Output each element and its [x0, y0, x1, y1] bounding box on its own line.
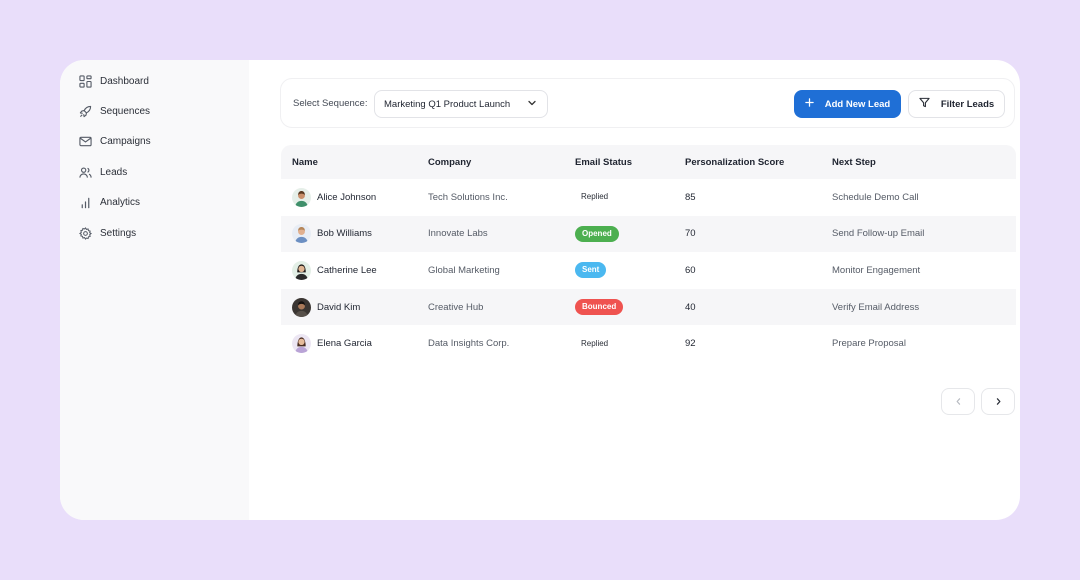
sidebar-item-label: Settings — [100, 228, 136, 239]
sidebar-item-analytics[interactable]: Analytics — [60, 188, 249, 218]
next-step: Send Follow-up Email — [832, 228, 1016, 239]
app-window: Dashboard Sequences Campaigns Leads Anal… — [60, 60, 1020, 520]
leads-table: Name Company Email Status Personalizatio… — [281, 145, 1016, 362]
lead-name: Alice Johnson — [317, 192, 376, 203]
add-new-lead-button[interactable]: Add New Lead — [794, 90, 901, 118]
plus-icon — [805, 98, 814, 110]
gear-icon — [79, 227, 92, 240]
table-row[interactable]: Bob Williams Innovate Labs Opened 70 Sen… — [281, 216, 1016, 253]
sidebar-item-label: Dashboard — [100, 76, 149, 87]
lead-name: Bob Williams — [317, 228, 372, 239]
table-row[interactable]: David Kim Creative Hub Bounced 40 Verify… — [281, 289, 1016, 326]
personalization-score: 70 — [685, 228, 832, 239]
lead-company: Tech Solutions Inc. — [428, 192, 575, 203]
previous-page-button[interactable] — [941, 388, 975, 415]
status-badge: Opened — [575, 226, 619, 242]
status-badge: Replied — [575, 189, 614, 205]
avatar — [292, 224, 311, 243]
grid-icon — [79, 75, 92, 88]
next-step: Prepare Proposal — [832, 338, 1016, 349]
sidebar-item-sequences[interactable]: Sequences — [60, 96, 249, 126]
chevron-left-icon — [954, 393, 963, 411]
next-step: Schedule Demo Call — [832, 192, 1016, 203]
personalization-score: 85 — [685, 192, 832, 203]
lead-company: Global Marketing — [428, 265, 575, 276]
sidebar-item-label: Sequences — [100, 106, 150, 117]
status-badge: Replied — [575, 336, 614, 352]
header-name[interactable]: Name — [281, 157, 428, 168]
filter-leads-label: Filter Leads — [941, 99, 994, 110]
lead-name: David Kim — [317, 302, 360, 313]
chevron-right-icon — [994, 393, 1003, 411]
filter-leads-button[interactable]: Filter Leads — [908, 90, 1005, 118]
next-step: Verify Email Address — [832, 302, 1016, 313]
sequence-select-value: Marketing Q1 Product Launch — [384, 99, 510, 110]
sequence-label: Select Sequence: — [293, 98, 367, 109]
sequence-select[interactable]: Marketing Q1 Product Launch — [374, 90, 548, 118]
avatar — [292, 334, 311, 353]
sidebar-item-leads[interactable]: Leads — [60, 157, 249, 187]
lead-name: Catherine Lee — [317, 265, 377, 276]
personalization-score: 40 — [685, 302, 832, 313]
lead-name: Elena Garcia — [317, 338, 372, 349]
status-badge: Sent — [575, 262, 606, 278]
sidebar-item-dashboard[interactable]: Dashboard — [60, 66, 249, 96]
sidebar-item-label: Leads — [100, 167, 127, 178]
lead-company: Innovate Labs — [428, 228, 575, 239]
filter-icon — [919, 97, 930, 111]
sidebar-item-label: Campaigns — [100, 136, 151, 147]
sidebar: Dashboard Sequences Campaigns Leads Anal… — [60, 60, 249, 520]
main-content: Select Sequence: Marketing Q1 Product La… — [249, 60, 1020, 520]
personalization-score: 60 — [685, 265, 832, 276]
next-step: Monitor Engagement — [832, 265, 1016, 276]
users-icon — [79, 166, 92, 179]
header-personalization-score[interactable]: Personalization Score — [685, 157, 832, 168]
add-new-lead-label: Add New Lead — [825, 99, 890, 110]
avatar — [292, 188, 311, 207]
header-company[interactable]: Company — [428, 157, 575, 168]
avatar — [292, 261, 311, 280]
avatar — [292, 298, 311, 317]
table-row[interactable]: Elena Garcia Data Insights Corp. Replied… — [281, 325, 1016, 362]
mail-icon — [79, 135, 92, 148]
sidebar-item-label: Analytics — [100, 197, 140, 208]
lead-company: Creative Hub — [428, 302, 575, 313]
status-badge: Bounced — [575, 299, 623, 315]
next-page-button[interactable] — [981, 388, 1015, 415]
table-header: Name Company Email Status Personalizatio… — [281, 145, 1016, 179]
header-next-step[interactable]: Next Step — [832, 157, 1016, 168]
lead-company: Data Insights Corp. — [428, 338, 575, 349]
sidebar-item-campaigns[interactable]: Campaigns — [60, 127, 249, 157]
table-row[interactable]: Catherine Lee Global Marketing Sent 60 M… — [281, 252, 1016, 289]
personalization-score: 92 — [685, 338, 832, 349]
sidebar-item-settings[interactable]: Settings — [60, 218, 249, 248]
chevron-down-icon — [527, 98, 537, 111]
toolbar: Select Sequence: Marketing Q1 Product La… — [280, 78, 1015, 128]
rocket-icon — [79, 105, 92, 118]
header-email-status[interactable]: Email Status — [575, 157, 685, 168]
bar-chart-icon — [79, 196, 92, 209]
table-row[interactable]: Alice Johnson Tech Solutions Inc. Replie… — [281, 179, 1016, 216]
